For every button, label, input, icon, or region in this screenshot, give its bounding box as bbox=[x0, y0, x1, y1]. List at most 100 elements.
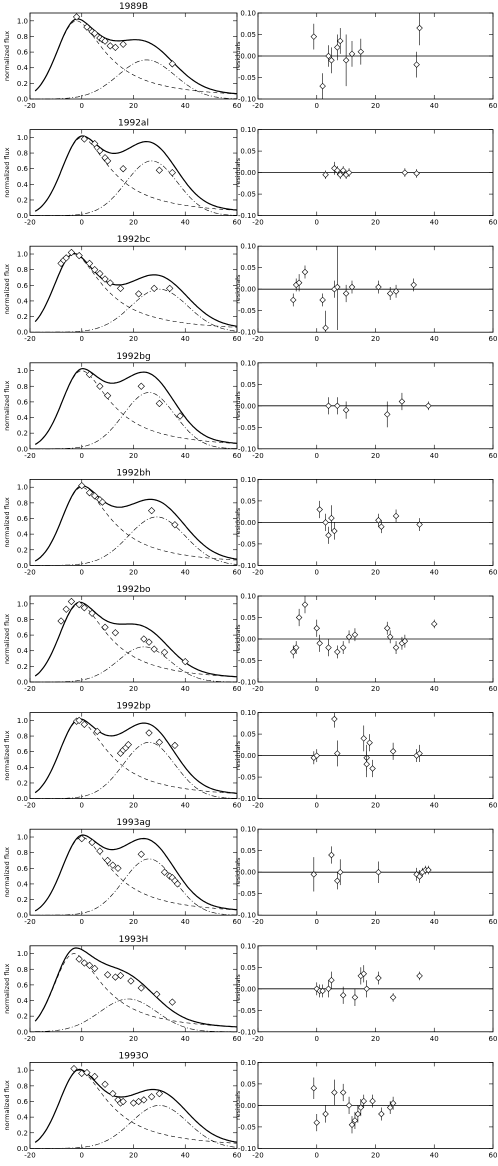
flux-data-point bbox=[106, 279, 114, 287]
flux-x-tick-label: 40 bbox=[181, 685, 190, 693]
flux-y-tick-label: 1.0 bbox=[17, 17, 28, 25]
flux-y-tick-label: 0.8 bbox=[17, 849, 28, 857]
residual-y-tick-label: 0.10 bbox=[240, 476, 256, 484]
residual-point bbox=[360, 970, 367, 977]
flux-x-tick-label: 40 bbox=[181, 1151, 190, 1159]
flux-x-tick-label: 0 bbox=[80, 802, 84, 810]
flux-x-tick-label: 20 bbox=[129, 1151, 138, 1159]
residual-point bbox=[351, 631, 359, 638]
residual-point bbox=[328, 976, 335, 984]
flux-y-tick-label: 0.2 bbox=[17, 1013, 28, 1021]
residual-x-tick-label: -20 bbox=[252, 568, 263, 576]
flux-x-tick-label: 60 bbox=[233, 219, 242, 227]
flux-y-tick-label: 0.8 bbox=[17, 499, 28, 507]
residual-point bbox=[313, 752, 320, 759]
residual-x-tick-label: 60 bbox=[489, 219, 498, 227]
residual-point bbox=[292, 644, 300, 651]
residual-point bbox=[339, 1089, 347, 1096]
residual-point bbox=[416, 750, 423, 757]
total-model-curve bbox=[34, 485, 238, 562]
residual-point bbox=[334, 750, 341, 757]
residual-point bbox=[425, 402, 432, 410]
residual-x-tick-label: 60 bbox=[489, 568, 498, 576]
flux-data-point bbox=[116, 971, 125, 980]
residual-x-tick-label: 60 bbox=[489, 802, 498, 810]
residual-y-tick-label: 0.10 bbox=[240, 126, 256, 134]
residual-point bbox=[413, 170, 420, 177]
residual-y-tick-label: 0.00 bbox=[240, 519, 256, 527]
residual-point bbox=[375, 974, 382, 982]
residual-y-tick-label: 0.00 bbox=[240, 402, 256, 410]
flux-data-point bbox=[119, 1097, 127, 1106]
total-model-curve bbox=[34, 601, 238, 678]
flux-x-tick-label: 60 bbox=[233, 335, 242, 343]
flux-data-point bbox=[62, 254, 70, 262]
flux-data-point bbox=[96, 382, 104, 390]
residual-point bbox=[325, 402, 332, 410]
residual-point bbox=[386, 633, 394, 641]
residual-x-tick-label: 20 bbox=[371, 1035, 380, 1043]
residual-x-tick-label: -20 bbox=[252, 918, 263, 926]
panel-title: 1993O bbox=[119, 1051, 149, 1061]
flux-x-tick-label: 40 bbox=[181, 1035, 190, 1043]
flux-y-tick-label: 1.0 bbox=[17, 717, 28, 725]
flux-y-tick-label: 0.2 bbox=[17, 80, 28, 88]
flux-x-tick-label: -20 bbox=[24, 918, 35, 926]
residual-y-tick-label: -0.05 bbox=[238, 74, 256, 82]
residual-point bbox=[313, 985, 320, 993]
total-model-curve bbox=[34, 947, 238, 1028]
residual-y-tick-label: 0.05 bbox=[240, 264, 256, 272]
flux-data-point bbox=[150, 645, 158, 653]
flux-axis-label: normalized flux bbox=[3, 847, 11, 897]
flux-y-tick-label: 0.8 bbox=[17, 966, 28, 974]
residual-x-tick-label: 20 bbox=[371, 685, 380, 693]
flux-data-point bbox=[75, 716, 83, 725]
flux-y-tick-label: 0.8 bbox=[17, 33, 28, 41]
residual-point bbox=[413, 61, 420, 68]
flux-x-tick-label: -20 bbox=[24, 1151, 35, 1159]
flux-data-point bbox=[85, 259, 94, 268]
first-peak-curve bbox=[35, 1069, 237, 1144]
residual-point bbox=[416, 873, 423, 880]
residual-y-tick-label: -0.10 bbox=[238, 795, 256, 803]
flux-data-point bbox=[124, 741, 132, 749]
residual-x-tick-label: 20 bbox=[371, 452, 380, 460]
flux-x-tick-label: 0 bbox=[80, 335, 84, 343]
residual-point bbox=[339, 644, 347, 651]
residual-axis-label: residuals bbox=[234, 974, 242, 1004]
flux-data-point bbox=[80, 959, 88, 967]
flux-data-point bbox=[80, 720, 88, 728]
panel-1992al: 1992al normalized flux 0.0 0.2 0.4 0.6 0.8 1.0 -… bbox=[3, 119, 497, 227]
residual-axis-label: residuals bbox=[234, 507, 242, 537]
second-peak-curve bbox=[35, 516, 238, 566]
first-peak-curve bbox=[34, 253, 238, 328]
residual-y-tick-label: -0.05 bbox=[238, 890, 256, 898]
flux-y-tick-label: 1.0 bbox=[17, 1067, 28, 1075]
residual-x-tick-label: 20 bbox=[371, 1151, 380, 1159]
residual-point bbox=[337, 171, 344, 178]
flux-data-point bbox=[127, 977, 135, 985]
residual-point bbox=[389, 748, 397, 755]
flux-x-tick-label: -20 bbox=[24, 568, 35, 576]
residual-y-tick-label: 0.00 bbox=[240, 636, 256, 644]
second-peak-curve bbox=[35, 288, 238, 333]
residual-x-tick-label: -20 bbox=[252, 335, 263, 343]
residual-point bbox=[322, 1110, 329, 1118]
flux-data-point bbox=[171, 741, 179, 750]
flux-x-tick-label: 0 bbox=[80, 1035, 84, 1043]
residual-x-tick-label: -20 bbox=[252, 452, 263, 460]
residual-x-tick-label: 40 bbox=[430, 1035, 439, 1043]
residual-x-tick-label: 60 bbox=[489, 335, 498, 343]
residual-x-tick-label: -20 bbox=[252, 102, 263, 110]
residual-point bbox=[325, 532, 332, 539]
residual-point bbox=[386, 1104, 394, 1111]
residual-point bbox=[342, 406, 350, 414]
flux-data-point bbox=[101, 623, 109, 631]
residual-x-tick-label: 20 bbox=[371, 219, 380, 227]
flux-x-tick-label: 20 bbox=[129, 219, 138, 227]
residual-x-tick-label: 0 bbox=[315, 335, 319, 343]
flux-data-point bbox=[104, 971, 112, 979]
residual-point bbox=[369, 765, 376, 772]
first-peak-curve bbox=[35, 370, 238, 445]
